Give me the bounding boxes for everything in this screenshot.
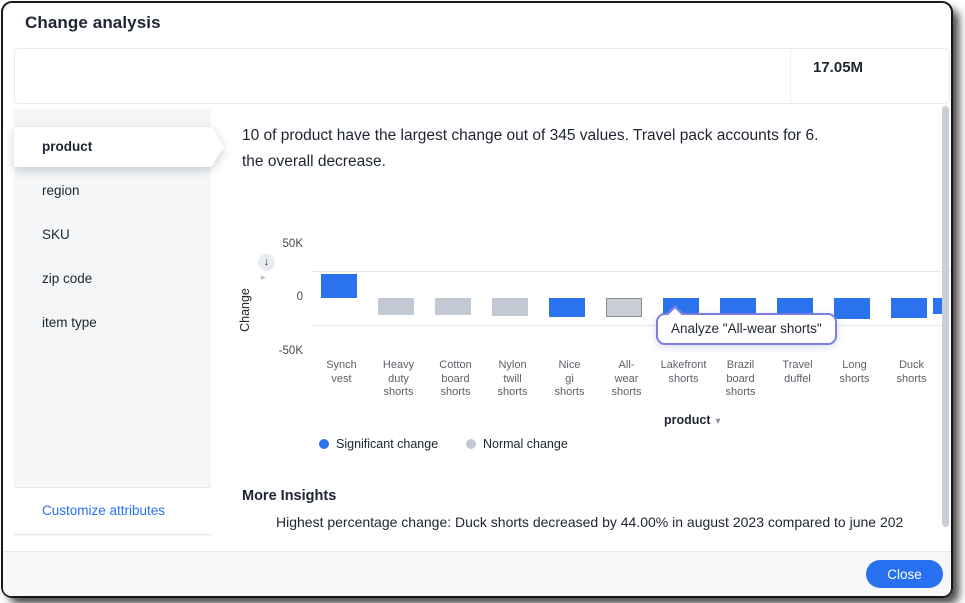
dialog-body: product region SKU zip code item type Cu… [3,107,951,551]
vertical-scrollbar[interactable] [942,106,949,527]
x-axis-category-label: Brazil board shorts [725,359,756,398]
chevron-right-icon[interactable]: ▸ [261,272,266,282]
close-button[interactable]: Close [866,560,943,588]
sidebar-item-label: SKU [42,227,70,242]
x-axis-category-label: All- wear shorts [611,359,642,398]
x-axis-category-label: Nylon twill shorts [497,359,528,398]
sidebar-item-product[interactable]: product [14,127,224,167]
customize-attributes-link[interactable]: Customize attributes [42,503,166,518]
x-axis-category-label: Heavy duty shorts [382,359,415,398]
x-axis-title-dropdown[interactable]: product ▾ [664,413,721,427]
page-title: Change analysis [25,13,161,32]
kpi-sparkline-area [15,49,791,103]
summary-line-2: the overall decrease. [242,153,386,170]
chart-gridline [311,271,951,272]
sidebar-item-sku[interactable]: SKU [14,213,211,257]
analysis-content: 10 of product have the largest change ou… [211,107,951,551]
x-axis-title-label: product [664,413,711,427]
sidebar-item-zip-code[interactable]: zip code [14,257,211,301]
y-axis-title: Change [238,288,252,332]
y-axis-sort-button[interactable]: ↓ [258,254,275,271]
sidebar-item-label: zip code [42,271,93,286]
sidebar-item-region[interactable]: region [14,169,211,213]
chevron-down-icon: ▾ [715,416,721,427]
change-analysis-dialog: Change analysis 17.05M product region SK… [3,3,951,596]
change-summary-text: 10 of product have the largest change ou… [242,123,951,175]
y-axis-tick-label: -50K [278,344,303,357]
more-insights-heading: More Insights [242,488,337,504]
chart-bar-brazil-board-shorts[interactable] [720,298,756,314]
customize-attributes-box: Customize attributes [14,487,211,535]
legend-dot-icon [319,439,329,449]
chart-bar-nylon-twill-shorts[interactable] [492,298,528,316]
x-axis-category-label: Synch vest [326,359,357,385]
kpi-header-card: 17.05M [14,48,950,104]
x-axis-category-label: Lakefront shorts [660,359,707,385]
y-axis-tick-label: 50K [282,237,303,250]
sidebar-item-item-type[interactable]: item type [14,301,211,345]
chart-bar-duck-shorts[interactable] [891,298,927,318]
x-axis-category-label: Long shorts [839,359,870,385]
analyze-tooltip-label: Analyze "All-wear shorts" [671,321,822,336]
legend-item-normal-change[interactable]: Normal change [466,437,568,451]
arrow-down-icon: ↓ [263,256,270,268]
chart-bar-cotton-board-shorts[interactable] [435,298,471,315]
x-axis-category-label: Cotton board shorts [439,359,472,398]
legend-label: Significant change [336,437,439,451]
x-axis-category-label: Nice gi shorts [554,359,585,398]
y-axis-tick-label: 0 [296,291,303,303]
x-axis-category-label: Travel duffel [782,359,813,385]
sidebar-item-label: product [42,139,93,154]
chart-bar-travel-duffel[interactable] [777,298,813,315]
insights-list: Highest percentage change: Duck shorts d… [211,512,951,533]
attribute-sidebar: product region SKU zip code item type Cu… [14,109,224,536]
sidebar-item-label: item type [42,315,97,330]
chart-gridline [311,325,951,326]
legend-label: Normal change [483,437,568,451]
summary-line-1: 10 of product have the largest change ou… [242,127,819,144]
insight-item: Highest percentage change: Duck shorts d… [276,512,951,533]
chart-bar-long-shorts[interactable] [834,298,870,319]
analyze-tooltip[interactable]: Analyze "All-wear shorts" [656,313,837,345]
chart-bar-synch-vest[interactable] [321,274,357,298]
dialog-footer: Close [3,551,951,596]
legend-item-significant-change[interactable]: Significant change [319,437,438,451]
legend-dot-icon [466,439,476,449]
chart-bar-all-wear-shorts[interactable] [606,298,642,317]
sidebar-item-label: region [42,183,80,198]
dialog-titlebar: Change analysis [3,3,951,47]
chart-bar-nice-gi-shorts[interactable] [549,298,585,317]
kpi-value: 17.05M [813,59,864,76]
x-axis-category-label: Duck shorts [896,359,927,385]
chart-bar-heavy-duty-shorts[interactable] [378,298,414,315]
kpi-value-panel: 17.05M [791,49,949,103]
